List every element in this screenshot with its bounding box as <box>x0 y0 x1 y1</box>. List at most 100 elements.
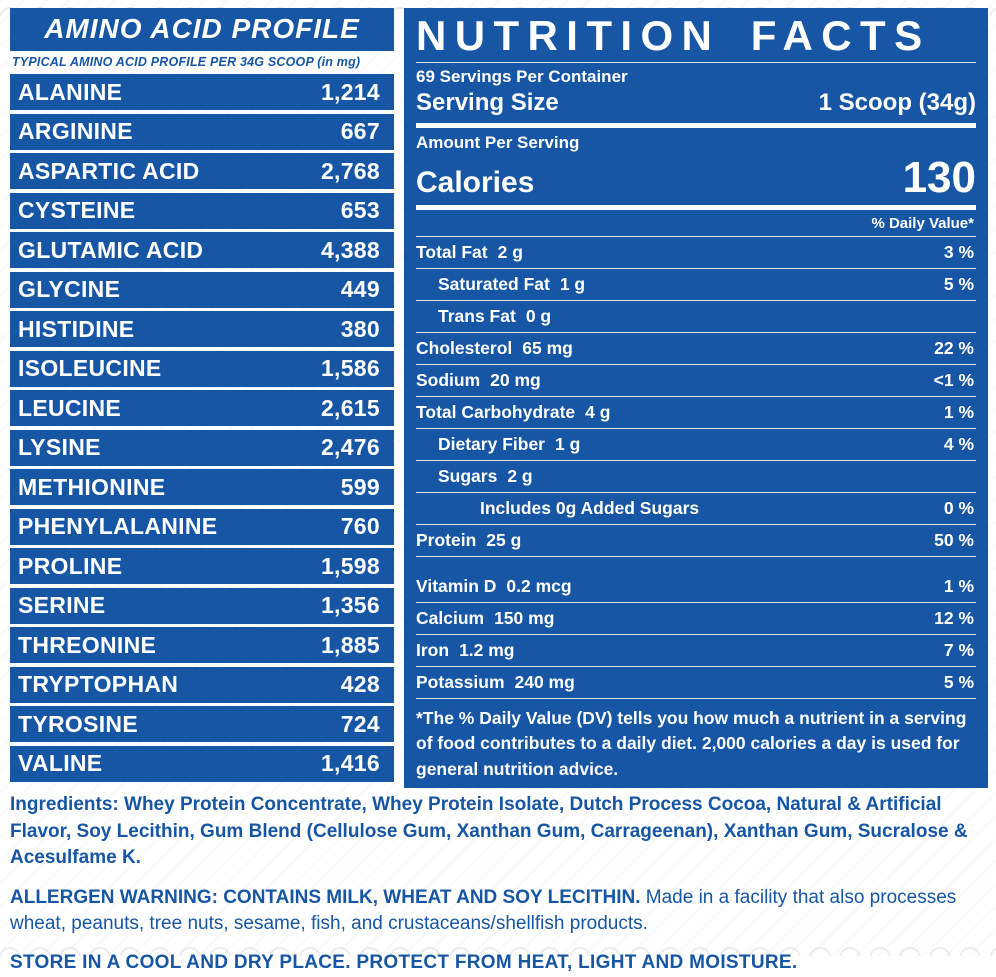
ingredients-label: Ingredients: <box>10 794 119 815</box>
vitamin-label: Potassium <box>416 672 505 692</box>
nutrient-left: Trans Fat 0 g <box>416 306 551 327</box>
calories-label: Calories <box>416 166 535 199</box>
daily-value-header: % Daily Value* <box>416 210 976 237</box>
footer-info: Ingredients: Whey Protein Concentrate, W… <box>10 792 988 977</box>
daily-value-footnote: *The % Daily Value (DV) tells you how mu… <box>416 708 967 779</box>
amino-acid-name: VALINE <box>18 750 103 776</box>
nutrient-row: Sodium 20 mg <1 % <box>416 365 976 397</box>
amino-acid-row: ISOLEUCINE 1,586 <box>10 350 394 387</box>
serving-size-row: Serving Size 1 Scoop (34g) <box>416 88 976 128</box>
amino-panel-subtitle: TYPICAL AMINO ACID PROFILE PER 34G SCOOP… <box>12 55 361 69</box>
amino-acid-row: LEUCINE 2,615 <box>10 390 394 426</box>
nutrient-label: Saturated Fat <box>438 274 550 294</box>
serving-size-value: 1 Scoop (34g) <box>818 89 976 116</box>
nutrient-row: Total Carbohydrate 4 g 1 % <box>416 397 976 429</box>
amino-acid-row: PROLINE 1,598 <box>10 548 394 584</box>
storage-instructions: STORE IN A COOL AND DRY PLACE. PROTECT F… <box>10 951 798 973</box>
vitamin-amount: 0.2 mcg <box>506 576 572 596</box>
nutrient-amount: 4 g <box>585 402 611 422</box>
amino-acid-name: ASPARTIC ACID <box>18 157 200 184</box>
vitamin-left: Iron 1.2 mg <box>416 640 515 661</box>
nutrient-row: Total Fat 2 g 3 % <box>416 237 976 269</box>
vitamin-left: Calcium 150 mg <box>416 608 554 629</box>
amino-acid-row: HISTIDINE 380 <box>10 311 394 347</box>
nutrient-daily-value: 3 % <box>943 242 974 262</box>
vitamin-label: Iron <box>416 640 450 660</box>
nutrient-label: Dietary Fiber <box>438 434 545 454</box>
nutrient-label: Sodium <box>416 370 481 390</box>
nutrient-left: Total Fat 2 g <box>416 242 523 263</box>
section-spacer <box>416 557 976 571</box>
vitamin-daily-value: 1 % <box>943 576 974 596</box>
nutrient-amount: 2 g <box>507 466 533 486</box>
amino-acid-name: GLUTAMIC ACID <box>18 236 204 263</box>
amino-acid-name: ARGININE <box>18 118 133 144</box>
amino-acid-row: SERINE 1,356 <box>10 587 394 624</box>
nutrient-left: Cholesterol 65 mg <box>416 338 573 359</box>
amino-acid-name: PHENYLALANINE <box>18 513 218 539</box>
nutrient-label: Total Fat <box>416 242 488 262</box>
amino-acid-name: LYSINE <box>18 434 101 460</box>
vitamin-label: Vitamin D <box>416 576 497 596</box>
nutrient-daily-value: 4 % <box>943 434 974 454</box>
amino-acid-row: PHENYLALANINE 760 <box>10 508 394 545</box>
amino-acid-row: GLUTAMIC ACID 4,388 <box>10 232 394 268</box>
amino-acid-row: LYSINE 2,476 <box>10 429 394 466</box>
nutrient-left: Dietary Fiber 1 g <box>416 434 580 455</box>
nutrient-row: Trans Fat 0 g <box>416 301 976 333</box>
nutrient-label: Total Carbohydrate <box>416 402 576 422</box>
amino-acid-name: SERINE <box>18 592 106 618</box>
amino-acid-row: VALINE 1,416 <box>10 745 394 782</box>
calories-row: Calories 130 <box>416 153 976 210</box>
vitamin-row: Calcium 150 mg 12 % <box>416 603 976 635</box>
nutrient-daily-value: 22 % <box>934 338 974 358</box>
vitamin-daily-value: 5 % <box>943 672 974 692</box>
amino-acid-name: LEUCINE <box>18 394 122 421</box>
vitamin-row: Iron 1.2 mg 7 % <box>416 635 976 667</box>
amino-acid-value: 1,885 <box>320 631 380 658</box>
nutrient-row: Protein 25 g 50 % <box>416 525 976 557</box>
amino-acid-row: CYSTEINE 653 <box>10 192 394 229</box>
nutrient-daily-value: 1 % <box>943 402 974 422</box>
nutrient-left: Saturated Fat 1 g <box>416 274 585 295</box>
amino-acid-value: 4,388 <box>320 236 380 263</box>
vitamin-left: Potassium 240 mg <box>416 672 575 693</box>
nutrient-label: Protein <box>416 530 477 550</box>
amino-acid-value: 449 <box>340 276 380 302</box>
vitamin-amount: 240 mg <box>514 672 575 692</box>
vitamin-left: Vitamin D 0.2 mcg <box>416 576 572 597</box>
amino-acid-row: GLYCINE 449 <box>10 271 394 308</box>
amino-acid-row: ARGININE 667 <box>10 113 394 150</box>
nutrient-left: Total Carbohydrate 4 g <box>416 402 610 423</box>
nutrient-amount: 0 g <box>525 306 552 326</box>
amino-acid-name: CYSTEINE <box>18 197 136 223</box>
nutrient-left: Includes 0g Added Sugars <box>416 498 709 519</box>
nutrient-daily-value: <1 % <box>933 370 974 390</box>
amino-acid-value: 2,476 <box>320 434 380 460</box>
nutrient-amount: 2 g <box>497 242 523 262</box>
amino-acid-name: THREONINE <box>18 631 157 658</box>
nutrient-amount: 20 mg <box>490 370 541 390</box>
nutrient-row: Cholesterol 65 mg 22 % <box>416 333 976 365</box>
amino-acid-name: GLYCINE <box>18 276 121 302</box>
nutrient-label: Sugars <box>438 466 498 486</box>
amino-acid-name: METHIONINE <box>18 473 166 500</box>
amino-acid-name: PROLINE <box>18 552 123 579</box>
amino-acid-value: 667 <box>340 118 380 144</box>
amino-acid-value: 1,598 <box>320 552 380 579</box>
nutrient-left: Sodium 20 mg <box>416 370 541 391</box>
ingredients-line: Ingredients: Whey Protein Concentrate, W… <box>10 792 988 872</box>
amino-acid-row: ASPARTIC ACID 2,768 <box>10 153 394 189</box>
nutrient-label: Includes 0g Added Sugars <box>480 498 700 518</box>
vitamin-amount: 1.2 mg <box>459 640 515 660</box>
amino-acid-row: TRYPTOPHAN 428 <box>10 666 394 703</box>
amino-acid-name: ALANINE <box>18 78 123 105</box>
nutrition-facts-panel: NUTRITION FACTS 69 Servings Per Containe… <box>404 8 988 788</box>
amino-panel-title: AMINO ACID PROFILE <box>10 8 394 51</box>
amino-acid-value: 1,356 <box>320 592 380 618</box>
amino-acid-value: 1,416 <box>320 750 380 776</box>
calories-value: 130 <box>902 153 976 202</box>
amino-acid-row: METHIONINE 599 <box>10 469 394 505</box>
nutrient-daily-value: 5 % <box>943 274 974 294</box>
nutrient-daily-value: 50 % <box>934 530 974 550</box>
